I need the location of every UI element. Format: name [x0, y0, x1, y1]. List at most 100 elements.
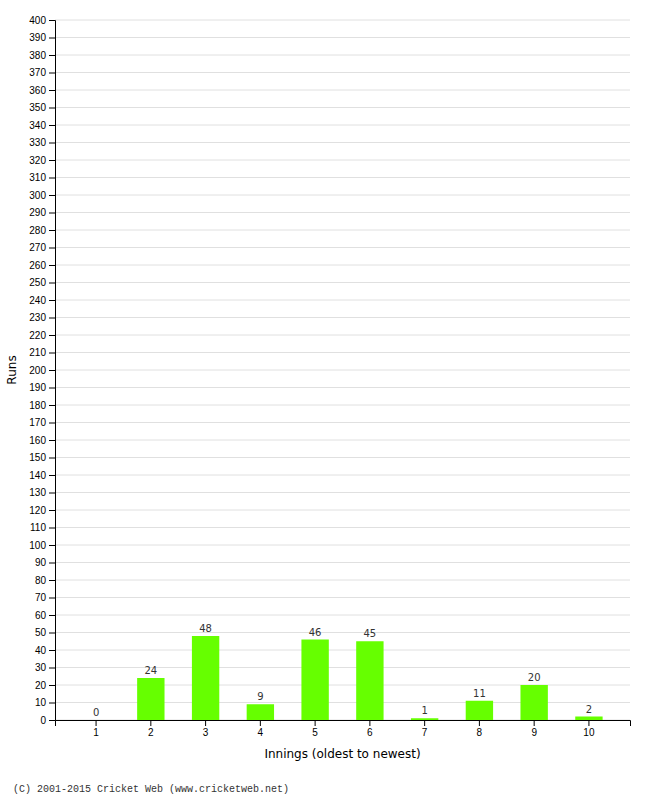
- x-tick: 5: [312, 720, 318, 738]
- grid-line: [55, 562, 630, 563]
- data-label: 1: [421, 705, 427, 716]
- y-tick-mark: [49, 580, 55, 581]
- bar: [247, 704, 274, 720]
- y-tick-label: 300: [29, 190, 46, 201]
- y-tick-label: 250: [29, 277, 46, 288]
- bar: [301, 640, 328, 721]
- bars: [137, 636, 602, 720]
- y-tick-mark: [49, 160, 55, 161]
- data-label: 45: [364, 628, 377, 639]
- y-axis-line: [49, 21, 56, 721]
- x-tick-label: 4: [258, 727, 264, 738]
- x-tick-label: 10: [583, 727, 595, 738]
- y-tick-mark: [49, 598, 55, 599]
- x-tick-mark: [96, 720, 97, 726]
- y-tick-mark: [49, 440, 55, 441]
- y-tick-label: 230: [29, 312, 46, 323]
- y-tick-mark: [49, 615, 55, 616]
- y-tick-label: 150: [29, 452, 46, 463]
- y-tick-mark: [49, 458, 55, 459]
- grid-line: [55, 440, 630, 441]
- grid-line: [55, 72, 630, 73]
- y-tick-label: 290: [29, 207, 46, 218]
- x-tick-mark: [588, 720, 589, 726]
- data-label: 20: [528, 672, 541, 683]
- y-tick-label: 390: [29, 32, 46, 43]
- grid-line: [55, 195, 630, 196]
- data-label: 24: [144, 665, 157, 676]
- grid-line: [55, 422, 630, 423]
- y-tick-label: 370: [29, 67, 46, 78]
- y-tick: 20: [35, 680, 55, 691]
- y-tick-label: 380: [29, 50, 46, 61]
- y-tick-mark: [49, 510, 55, 511]
- grid-line: [55, 545, 630, 546]
- data-label: 48: [199, 623, 212, 634]
- y-tick-mark: [49, 230, 55, 231]
- x-tick-label: 2: [148, 727, 154, 738]
- x-tick-mark: [315, 720, 316, 726]
- y-tick-mark: [49, 335, 55, 336]
- grid-line: [55, 142, 630, 143]
- grid-line: [55, 370, 630, 371]
- grid-line: [55, 352, 630, 353]
- y-tick-label: 0: [40, 715, 46, 726]
- x-tick-label: 9: [531, 727, 537, 738]
- y-tick: 10: [35, 697, 55, 708]
- y-tick-label: 360: [29, 85, 46, 96]
- x-tick: 10: [583, 720, 595, 738]
- grid-line: [55, 667, 630, 668]
- y-tick-label: 320: [29, 155, 46, 166]
- y-tick-label: 330: [29, 137, 46, 148]
- grid-line: [55, 492, 630, 493]
- y-tick: 180: [29, 400, 55, 411]
- y-tick: 40: [35, 645, 55, 656]
- bar: [82, 720, 109, 721]
- y-tick-label: 350: [29, 102, 46, 113]
- y-tick: 390: [29, 32, 55, 43]
- x-tick: 9: [531, 720, 537, 738]
- grid-line: [55, 300, 630, 301]
- y-tick-label: 60: [35, 610, 47, 621]
- y-tick: 140: [29, 470, 55, 481]
- y-tick: 330: [29, 137, 55, 148]
- x-tick-label: 8: [477, 727, 483, 738]
- y-tick: 350: [29, 102, 55, 113]
- y-tick-mark: [49, 650, 55, 651]
- y-tick-label: 190: [29, 382, 46, 393]
- plot-area: 0244894645111202123456789100102030405060…: [29, 15, 630, 738]
- y-tick-label: 270: [29, 242, 46, 253]
- y-tick: 130: [29, 487, 55, 498]
- y-tick-mark: [49, 248, 55, 249]
- bar: [466, 701, 493, 720]
- x-tick: 2: [148, 720, 154, 738]
- data-label: 11: [473, 688, 486, 699]
- y-tick-mark: [49, 668, 55, 669]
- y-tick-mark: [49, 493, 55, 494]
- x-tick: 7: [422, 720, 428, 738]
- grid-line: [55, 405, 630, 406]
- data-labels: 0244894645111202: [93, 623, 592, 718]
- y-tick-label: 170: [29, 417, 46, 428]
- y-tick-label: 80: [35, 575, 47, 586]
- y-tick: 60: [35, 610, 55, 621]
- y-tick-mark: [49, 38, 55, 39]
- y-tick-label: 260: [29, 260, 46, 271]
- y-tick-mark: [49, 703, 55, 704]
- x-tick: 4: [258, 720, 264, 738]
- y-tick: 230: [29, 312, 55, 323]
- y-tick-label: 400: [29, 15, 46, 26]
- x-tick-mark: [479, 720, 480, 726]
- grid-line: [55, 37, 630, 38]
- y-tick-mark: [49, 265, 55, 266]
- grid-line: [55, 247, 630, 248]
- x-tick-label: 7: [422, 727, 428, 738]
- y-tick: 50: [35, 627, 55, 638]
- y-tick-mark: [49, 475, 55, 476]
- y-tick-mark: [49, 283, 55, 284]
- x-tick-mark: [150, 720, 151, 726]
- y-tick-label: 110: [30, 522, 46, 533]
- y-tick: 160: [29, 435, 55, 446]
- grid-line: [55, 457, 630, 458]
- y-tick-mark: [49, 633, 55, 634]
